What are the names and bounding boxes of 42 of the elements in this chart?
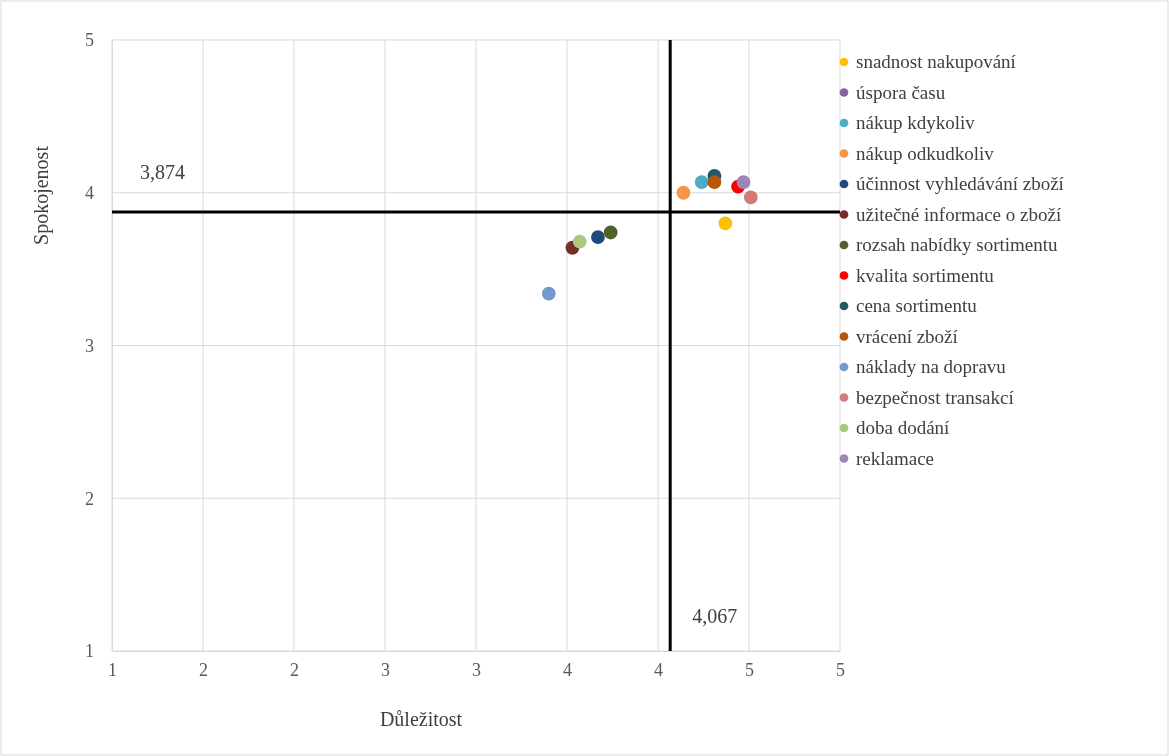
x-tick-label: 2	[290, 659, 299, 680]
legend-label: rozsah nabídky sortimentu	[856, 234, 1059, 255]
y-tick-label: 4	[85, 183, 94, 204]
point	[676, 185, 691, 200]
legend-label: bezpečnost transakcí	[856, 386, 1015, 408]
x-tick-label: 3	[381, 659, 390, 680]
x-tick-label: 3	[472, 659, 481, 680]
legend-label: náklady na dopravu	[856, 356, 1007, 377]
point	[572, 234, 587, 249]
legend-label: vrácení zboží	[856, 325, 959, 347]
point	[743, 190, 758, 205]
y-tick-label: 2	[85, 488, 94, 509]
point	[591, 230, 605, 244]
x-tick-label: 5	[745, 659, 754, 680]
legend-label: cena sortimentu	[856, 295, 978, 316]
x-tick-label: 2	[199, 659, 208, 680]
x-tick-label: 4	[654, 659, 663, 680]
legend-label: nákup kdykoliv	[856, 112, 976, 133]
legend-label: účinnost vyhledávání zboží	[856, 173, 1065, 194]
legend-label: úspora času	[856, 81, 946, 103]
ref-line-label: 4,067	[692, 605, 738, 627]
point	[736, 175, 751, 189]
legend-label: snadnost nakupování	[856, 51, 1017, 72]
point	[694, 175, 709, 189]
y-tick-label: 5	[85, 30, 94, 51]
point	[541, 286, 556, 301]
x-tick-label: 1	[108, 659, 117, 680]
legend-label: reklamace	[856, 447, 935, 469]
x-tick-label: 5	[836, 659, 845, 680]
legend-label: nákup odkudkoliv	[856, 142, 995, 164]
legend-label: kvalita sortimentu	[856, 264, 995, 286]
point	[718, 216, 733, 231]
point	[603, 225, 618, 240]
legend-label: doba dodání	[856, 417, 951, 438]
point	[707, 175, 722, 189]
x-axis-title: Důležitost	[379, 708, 463, 730]
ref-line-label: 3,874	[140, 161, 185, 183]
y-axis-title: Spokojenost	[30, 145, 53, 245]
x-tick-label: 4	[563, 659, 572, 680]
y-tick-label: 3	[85, 335, 94, 356]
legend-label: užitečné informace o zboží	[856, 203, 1062, 225]
y-tick-label: 1	[85, 641, 94, 662]
